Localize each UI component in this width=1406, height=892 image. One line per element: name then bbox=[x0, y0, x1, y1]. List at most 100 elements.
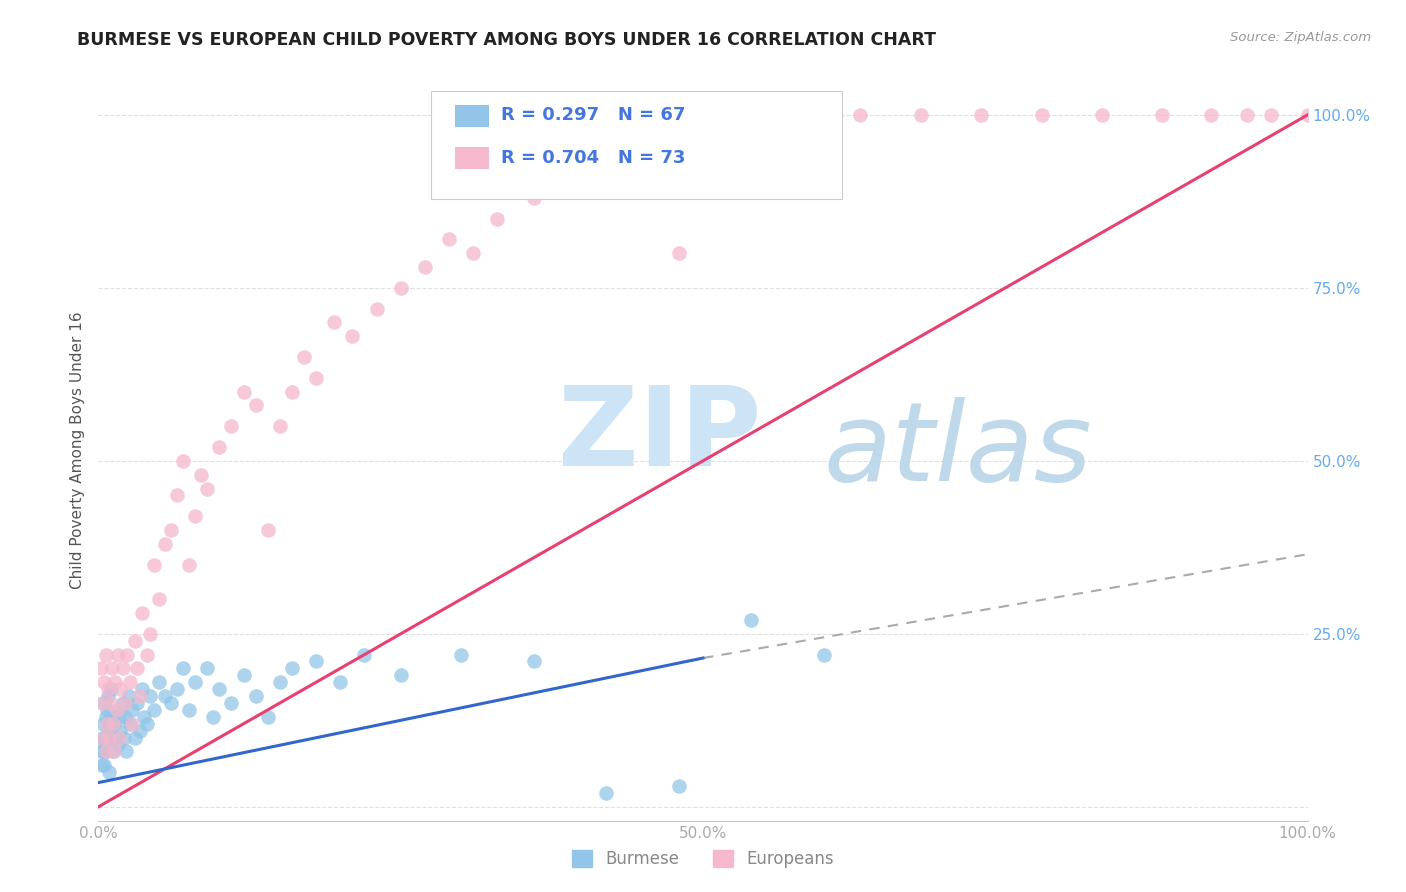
Text: atlas: atlas bbox=[824, 397, 1092, 504]
Point bbox=[269, 419, 291, 434]
Point bbox=[232, 668, 254, 682]
Point bbox=[96, 744, 118, 758]
Text: Source: ZipAtlas.com: Source: ZipAtlas.com bbox=[1230, 31, 1371, 45]
Point bbox=[118, 716, 141, 731]
Point bbox=[148, 675, 170, 690]
Point bbox=[153, 689, 176, 703]
Point bbox=[413, 260, 436, 274]
Point bbox=[93, 758, 115, 772]
Point bbox=[970, 108, 993, 122]
Bar bbox=[456, 104, 489, 127]
Point bbox=[281, 661, 304, 675]
Point bbox=[90, 661, 112, 675]
Point bbox=[631, 143, 654, 157]
Point bbox=[813, 648, 835, 662]
Point bbox=[849, 108, 872, 122]
Point bbox=[105, 703, 128, 717]
Point bbox=[131, 606, 153, 620]
Text: R = 0.297   N = 67: R = 0.297 N = 67 bbox=[501, 106, 686, 124]
Point bbox=[131, 682, 153, 697]
Point bbox=[118, 675, 141, 690]
Point bbox=[523, 655, 546, 669]
Bar bbox=[456, 147, 489, 169]
Point bbox=[190, 467, 212, 482]
Point bbox=[450, 648, 472, 662]
Point bbox=[269, 675, 291, 690]
Point bbox=[202, 710, 225, 724]
Point bbox=[281, 384, 304, 399]
Point bbox=[91, 696, 114, 710]
Point bbox=[103, 716, 125, 731]
Point bbox=[1152, 108, 1174, 122]
Point bbox=[668, 246, 690, 260]
Point bbox=[117, 648, 139, 662]
Point bbox=[221, 419, 243, 434]
Point bbox=[221, 696, 243, 710]
Point bbox=[1091, 108, 1114, 122]
Point bbox=[91, 744, 114, 758]
Point bbox=[101, 744, 124, 758]
Point bbox=[595, 786, 617, 800]
Point bbox=[292, 350, 315, 364]
Point bbox=[184, 509, 207, 524]
Point bbox=[97, 731, 120, 745]
Text: ZIP: ZIP bbox=[558, 382, 761, 489]
Point bbox=[139, 627, 162, 641]
Point bbox=[94, 744, 117, 758]
Point bbox=[101, 716, 124, 731]
Point bbox=[100, 696, 122, 710]
Point bbox=[97, 682, 120, 697]
Point bbox=[366, 301, 388, 316]
Point bbox=[90, 744, 112, 758]
Point bbox=[523, 191, 546, 205]
Point bbox=[114, 710, 136, 724]
Point bbox=[160, 523, 183, 537]
Point bbox=[166, 682, 188, 697]
Point bbox=[208, 682, 231, 697]
Point bbox=[94, 648, 117, 662]
Point bbox=[139, 689, 162, 703]
Point bbox=[179, 703, 201, 717]
Point bbox=[98, 765, 121, 780]
Point bbox=[124, 731, 146, 745]
Point bbox=[128, 689, 150, 703]
Point bbox=[93, 731, 115, 745]
Point bbox=[558, 177, 581, 191]
Point bbox=[108, 710, 131, 724]
Point bbox=[463, 246, 485, 260]
Point bbox=[245, 399, 267, 413]
Text: BURMESE VS EUROPEAN CHILD POVERTY AMONG BOYS UNDER 16 CORRELATION CHART: BURMESE VS EUROPEAN CHILD POVERTY AMONG … bbox=[77, 31, 936, 49]
Point bbox=[118, 689, 141, 703]
Point bbox=[143, 558, 166, 572]
Point bbox=[107, 738, 129, 752]
Point bbox=[353, 648, 375, 662]
Point bbox=[94, 710, 117, 724]
Point bbox=[96, 716, 118, 731]
Point bbox=[121, 716, 143, 731]
Point bbox=[135, 648, 157, 662]
Point bbox=[100, 723, 122, 738]
Point bbox=[100, 710, 122, 724]
Point bbox=[127, 696, 149, 710]
Point bbox=[108, 731, 131, 745]
Point bbox=[153, 537, 176, 551]
Point bbox=[143, 703, 166, 717]
Point bbox=[389, 281, 412, 295]
Point bbox=[437, 232, 460, 246]
Point bbox=[105, 703, 128, 717]
Point bbox=[1031, 108, 1053, 122]
Point bbox=[104, 675, 127, 690]
Point bbox=[486, 211, 509, 226]
Point bbox=[668, 779, 690, 793]
Point bbox=[96, 703, 118, 717]
Point bbox=[389, 668, 412, 682]
Point bbox=[1296, 108, 1319, 122]
Point bbox=[100, 682, 122, 697]
Point bbox=[172, 454, 194, 468]
Point bbox=[121, 703, 143, 717]
Point bbox=[93, 696, 115, 710]
Point bbox=[1260, 108, 1282, 122]
Point bbox=[91, 716, 114, 731]
Point bbox=[232, 384, 254, 399]
Point bbox=[256, 710, 278, 724]
